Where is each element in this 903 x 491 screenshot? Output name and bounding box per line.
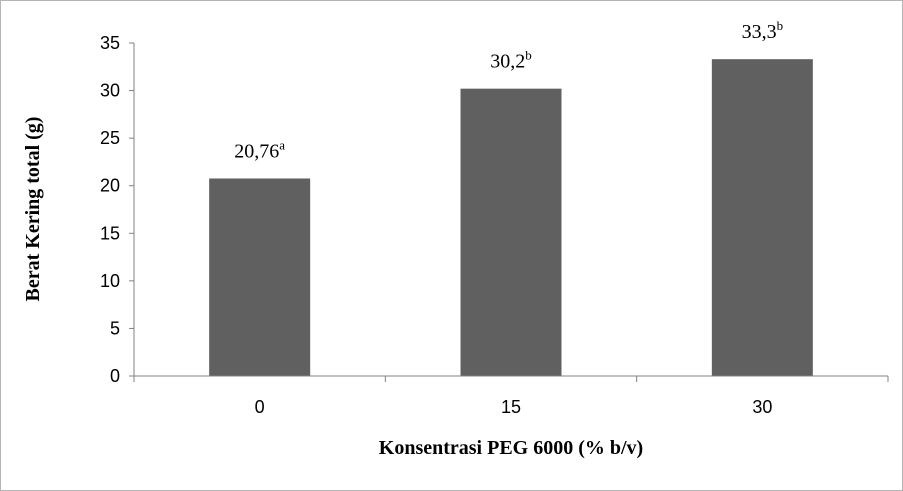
- data-label: 20,76a: [234, 137, 285, 162]
- x-tick-label: 0: [255, 397, 265, 417]
- bars: [209, 59, 813, 376]
- data-labels: 20,76a 30,2b 33,3b: [234, 18, 783, 162]
- significance-letter: b: [777, 18, 784, 33]
- y-tick-label: 10: [100, 271, 120, 291]
- y-tick-label: 0: [110, 366, 120, 386]
- y-tick-label: 35: [100, 33, 120, 53]
- x-tick-label: 30: [752, 397, 772, 417]
- data-label: 33,3b: [742, 18, 784, 43]
- x-tick-label: 15: [501, 397, 521, 417]
- significance-letter: b: [525, 48, 532, 63]
- bar: [460, 88, 562, 376]
- y-tick-label: 15: [100, 223, 120, 243]
- x-axis-ticks: 0 15 30: [133, 376, 889, 417]
- x-axis-title: Konsentrasi PEG 6000 (% b/v): [379, 437, 643, 459]
- y-tick-label: 30: [100, 81, 120, 101]
- data-label: 30,2b: [490, 48, 532, 73]
- significance-letter: a: [279, 137, 285, 152]
- bar: [209, 178, 311, 376]
- y-axis-title: Berat Kering total (g): [22, 117, 44, 302]
- y-tick-label: 20: [100, 176, 120, 196]
- y-axis-ticks: 0 5 10 15 20 25 30 35: [100, 33, 134, 386]
- bar: [711, 59, 813, 376]
- y-tick-label: 25: [100, 128, 120, 148]
- y-tick-label: 5: [110, 318, 120, 338]
